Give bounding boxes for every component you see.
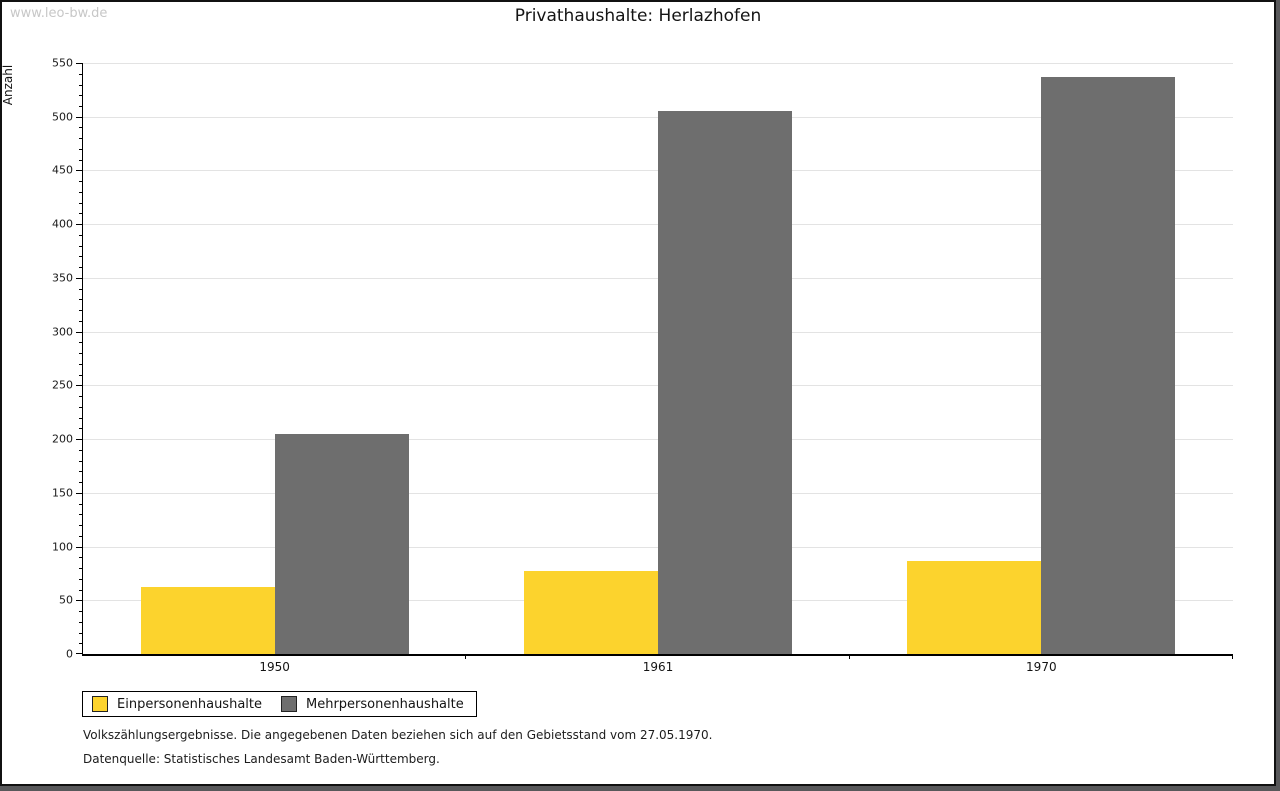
y-axis-minor-tick xyxy=(79,127,83,129)
y-axis-major-tick xyxy=(76,546,83,548)
y-axis-minor-tick xyxy=(79,105,83,107)
legend-item: Einpersonenhaushalte xyxy=(92,696,262,712)
y-axis-minor-tick xyxy=(79,374,83,376)
y-axis-major-tick xyxy=(76,170,83,172)
y-axis-major-tick xyxy=(76,653,83,654)
y-axis-minor-tick xyxy=(79,191,83,193)
y-axis-minor-tick xyxy=(79,342,83,344)
legend-swatch-icon xyxy=(92,696,108,712)
y-axis-tick-label: 50 xyxy=(59,593,73,607)
y-axis-minor-tick xyxy=(79,148,83,150)
y-axis-major-tick xyxy=(76,600,83,602)
y-axis-minor-tick xyxy=(79,320,83,322)
y-axis-major-tick xyxy=(76,116,83,118)
y-axis-major-tick xyxy=(76,224,83,226)
y-axis-minor-tick xyxy=(79,503,83,505)
y-axis-minor-tick xyxy=(79,213,83,215)
y-axis-title: Anzahl xyxy=(1,64,15,106)
chart-title: Privathaushalte: Herlazhofen xyxy=(514,6,762,26)
legend-label: Einpersonenhaushalte xyxy=(117,696,262,712)
y-axis-tick-label: 550 xyxy=(52,56,73,70)
footnote-data-source: Datenquelle: Statistisches Landesamt Bad… xyxy=(83,752,440,766)
legend-item: Mehrpersonenhaushalte xyxy=(281,696,464,712)
y-axis-minor-tick xyxy=(79,159,83,161)
y-axis-tick-label: 250 xyxy=(52,378,73,392)
y-axis-minor-tick xyxy=(79,589,83,591)
x-axis-tick xyxy=(465,654,467,659)
y-axis-minor-tick xyxy=(79,632,83,634)
y-axis-minor-tick xyxy=(79,621,83,623)
y-axis-tick-label: 0 xyxy=(66,647,73,661)
y-axis-minor-tick xyxy=(79,288,83,290)
y-axis-tick-label: 100 xyxy=(52,540,73,554)
y-axis-minor-tick xyxy=(79,525,83,527)
y-axis-minor-tick xyxy=(79,84,83,86)
y-axis-major-tick xyxy=(76,277,83,279)
y-axis-tick-label: 500 xyxy=(52,110,73,124)
y-axis-tick-label: 450 xyxy=(52,163,73,177)
bar-mehrpersonenhaushalte-1970 xyxy=(1041,76,1176,654)
x-axis-category-label: 1970 xyxy=(1026,660,1057,674)
x-axis-tick xyxy=(1232,654,1233,659)
y-axis-tick-label: 200 xyxy=(52,432,73,446)
y-axis-major-tick xyxy=(76,439,83,441)
y-axis-minor-tick xyxy=(79,267,83,269)
plot-area: 0 50 100 150 200 250 300 350 400 450 500 550 1950 196… xyxy=(52,58,1233,674)
y-axis-minor-tick xyxy=(79,363,83,365)
legend-label: Mehrpersonenhaushalte xyxy=(306,696,464,712)
y-axis-minor-tick xyxy=(79,202,83,204)
bar-einpersonenhaushalte-1950 xyxy=(140,587,275,654)
y-axis-minor-tick xyxy=(79,299,83,301)
y-axis-minor-tick xyxy=(79,406,83,408)
bar-einpersonenhaushalte-1970 xyxy=(907,560,1042,654)
y-axis-minor-tick xyxy=(79,449,83,451)
y-axis-minor-tick xyxy=(79,428,83,430)
bar-einpersonenhaushalte-1961 xyxy=(524,571,658,654)
y-axis-minor-tick xyxy=(79,353,83,355)
y-axis-minor-tick xyxy=(79,73,83,75)
y-axis-minor-tick xyxy=(79,310,83,312)
y-axis-minor-tick xyxy=(79,578,83,580)
y-axis-minor-tick xyxy=(79,181,83,183)
y-axis-major-tick xyxy=(76,492,83,494)
y-axis-major-tick xyxy=(76,63,83,64)
y-axis-minor-tick xyxy=(79,417,83,419)
legend-swatch-icon xyxy=(281,696,297,712)
y-axis-minor-tick xyxy=(79,482,83,484)
y-axis-minor-tick xyxy=(79,256,83,258)
y-axis-minor-tick xyxy=(79,245,83,247)
y-axis-minor-tick xyxy=(79,514,83,516)
y-axis-minor-tick xyxy=(79,95,83,97)
legend: Einpersonenhaushalte Mehrpersonenhaushalt… xyxy=(82,691,477,717)
y-axis-minor-tick xyxy=(79,471,83,473)
x-axis-category-label: 1950 xyxy=(259,660,290,674)
y-axis-minor-tick xyxy=(79,234,83,236)
y-axis-minor-tick xyxy=(79,557,83,559)
y-axis-minor-tick xyxy=(79,396,83,398)
y-axis-tick-label: 350 xyxy=(52,271,73,285)
gridline xyxy=(83,63,1233,64)
y-axis-major-tick xyxy=(76,331,83,333)
y-axis-minor-tick xyxy=(79,611,83,613)
y-axis-minor-tick xyxy=(79,138,83,140)
bar-mehrpersonenhaushalte-1961 xyxy=(658,111,792,654)
y-axis-tick-label: 150 xyxy=(52,486,73,500)
y-axis-minor-tick xyxy=(79,535,83,537)
x-axis-tick xyxy=(848,654,850,659)
y-axis-tick-label: 400 xyxy=(52,217,73,231)
x-axis-category-label: 1961 xyxy=(642,660,674,674)
watermark: www.leo-bw.de xyxy=(10,6,108,21)
footnote-source-note: Volkszählungsergebnisse. Die angegebenen… xyxy=(83,728,713,742)
y-axis-minor-tick xyxy=(79,460,83,462)
y-axis-major-tick xyxy=(76,385,83,387)
y-axis-minor-tick xyxy=(79,643,83,645)
bar-mehrpersonenhaushalte-1950 xyxy=(274,433,409,654)
y-axis-minor-tick xyxy=(79,568,83,570)
y-axis-tick-label: 300 xyxy=(52,325,73,339)
